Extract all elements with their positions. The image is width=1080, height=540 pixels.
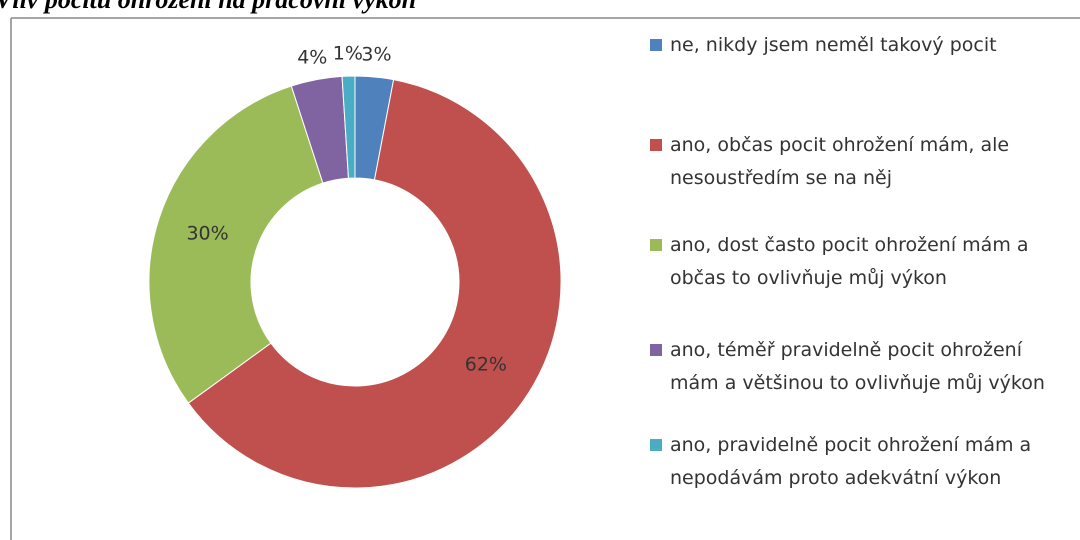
legend-swatch <box>650 39 662 51</box>
donut-segment <box>187 79 562 489</box>
data-label: 4% <box>297 47 327 69</box>
legend-swatch <box>650 239 662 251</box>
legend-label: ano, pravidelně pocit ohrožení mám a nepo… <box>670 434 1031 489</box>
data-label: 1% <box>333 43 363 65</box>
legend-label: ne, nikdy jsem neměl takový pocit <box>670 34 997 56</box>
data-label: 30% <box>186 223 228 245</box>
legend-label: ano, téměř pravidelně pocit ohrožení mám … <box>670 339 1045 394</box>
data-label: 3% <box>361 44 391 66</box>
donut-segment <box>148 85 324 404</box>
legend-label: ano, dost často pocit ohrožení mám a obča… <box>670 234 1029 289</box>
legend-swatch <box>650 344 662 356</box>
legend-label: ano, občas pocit ohrožení mám, ale nesous… <box>670 134 1009 189</box>
legend-swatch <box>650 439 662 451</box>
data-label: 62% <box>465 354 507 376</box>
donut-segment <box>341 75 356 179</box>
legend-swatch <box>650 139 662 151</box>
chart-title: Vliv pocitu ohrožení na pracovní výkon <box>0 0 416 14</box>
